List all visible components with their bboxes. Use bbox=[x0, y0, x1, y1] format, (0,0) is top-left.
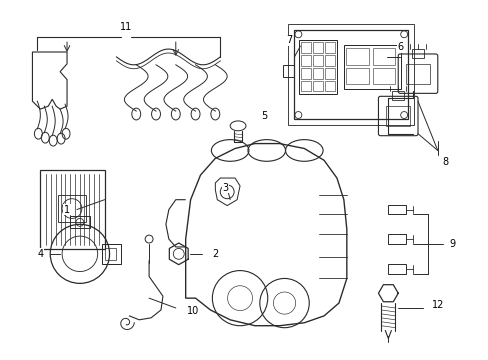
Text: 9: 9 bbox=[448, 239, 455, 249]
Bar bbox=[411, 49, 423, 58]
Bar bbox=[301, 55, 310, 66]
Bar bbox=[325, 55, 334, 66]
Text: 1: 1 bbox=[64, 204, 70, 215]
Bar bbox=[386, 106, 409, 126]
Text: 4: 4 bbox=[37, 249, 43, 259]
Bar bbox=[372, 48, 394, 65]
Bar bbox=[294, 30, 407, 119]
Bar bbox=[372, 68, 394, 85]
Bar bbox=[387, 264, 406, 274]
Bar bbox=[406, 64, 429, 84]
Bar bbox=[282, 65, 294, 77]
Text: 3: 3 bbox=[222, 183, 228, 193]
Bar bbox=[58, 195, 86, 222]
Bar bbox=[299, 40, 336, 94]
Text: 5: 5 bbox=[261, 111, 267, 121]
Bar bbox=[301, 42, 310, 53]
Bar bbox=[325, 42, 334, 53]
Text: 11: 11 bbox=[120, 22, 132, 32]
Bar bbox=[387, 204, 406, 215]
Bar bbox=[391, 91, 404, 100]
Bar bbox=[301, 81, 310, 91]
Bar bbox=[325, 68, 334, 78]
Bar bbox=[343, 45, 400, 89]
Bar bbox=[70, 216, 90, 228]
Text: 10: 10 bbox=[186, 306, 198, 316]
Bar bbox=[102, 244, 121, 264]
Bar bbox=[313, 81, 323, 91]
Bar bbox=[345, 68, 368, 85]
Bar bbox=[387, 234, 406, 244]
Text: 7: 7 bbox=[286, 35, 292, 45]
Text: 8: 8 bbox=[442, 157, 448, 167]
Bar bbox=[41, 170, 104, 249]
Bar bbox=[313, 42, 323, 53]
Bar bbox=[301, 68, 310, 78]
Text: 6: 6 bbox=[396, 42, 403, 52]
Text: 2: 2 bbox=[212, 249, 218, 259]
Bar bbox=[104, 248, 116, 260]
Bar bbox=[325, 81, 334, 91]
Text: 12: 12 bbox=[431, 300, 443, 310]
Bar bbox=[345, 48, 368, 65]
Bar bbox=[313, 68, 323, 78]
Bar bbox=[288, 24, 413, 125]
Bar bbox=[313, 55, 323, 66]
